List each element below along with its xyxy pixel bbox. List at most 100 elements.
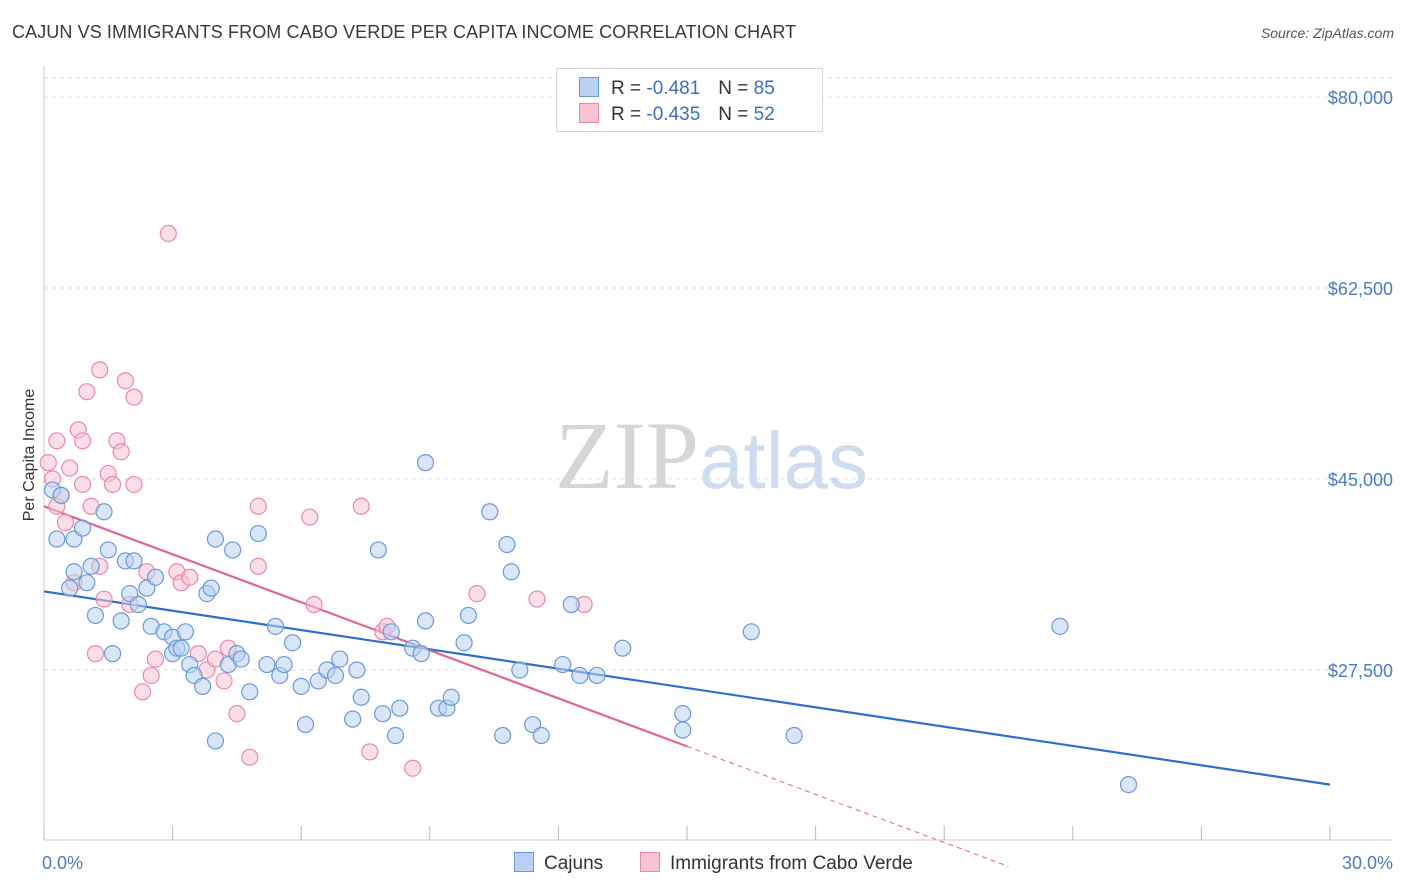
- data-point-cabo-verde: [361, 743, 379, 761]
- data-point-cajuns: [249, 524, 267, 543]
- data-point-cajuns: [61, 579, 79, 597]
- data-point-cajuns: [554, 655, 572, 674]
- data-point-cajuns: [99, 541, 117, 559]
- axes: [43, 66, 1392, 841]
- data-point-cajuns: [571, 666, 589, 685]
- data-point-cajuns: [498, 535, 516, 554]
- legend-n-value: 52: [753, 104, 775, 125]
- data-point-cajuns: [1119, 775, 1138, 794]
- data-point-cajuns: [481, 503, 499, 521]
- chart-title: CAJUN VS IMMIGRANTS FROM CABO VERDE PER …: [12, 22, 797, 42]
- data-point-cajuns: [502, 563, 520, 581]
- data-point-cajuns: [206, 732, 225, 750]
- source-label: Source: ZipAtlas.com: [1260, 25, 1394, 41]
- legend-label-cajuns: Cajuns: [544, 853, 604, 874]
- legend-swatch-cabo-verde: [579, 103, 599, 123]
- data-point-cajuns: [275, 655, 293, 674]
- data-point-cajuns: [785, 726, 803, 745]
- legend-n-label: N =: [718, 78, 749, 99]
- trend-line-cabo-verde-extension: [686, 745, 1009, 867]
- data-point-cajuns: [202, 579, 220, 597]
- data-point-cabo-verde: [95, 590, 113, 608]
- y-axis-label: Per Capita Income: [21, 389, 38, 522]
- data-point-cajuns: [369, 541, 387, 559]
- x-tick-labels: 0.0% 30.0%: [42, 853, 1393, 873]
- data-point-cajuns: [296, 715, 315, 734]
- data-point-cajuns: [588, 666, 606, 685]
- legend-swatch-cabo-verde: [640, 852, 660, 872]
- data-point-cajuns: [348, 661, 366, 679]
- data-point-cabo-verde: [56, 514, 75, 532]
- data-point-cabo-verde: [528, 590, 546, 608]
- data-point-cajuns: [82, 557, 100, 575]
- data-point-cajuns: [292, 677, 310, 695]
- data-point-cabo-verde: [86, 645, 105, 663]
- data-point-cabo-verde: [125, 475, 143, 494]
- data-point-cabo-verde: [91, 361, 109, 379]
- x-tick-label: 30.0%: [1342, 853, 1393, 873]
- data-point-cajuns: [742, 623, 760, 641]
- data-point-cajuns: [258, 655, 276, 674]
- data-point-cajuns: [78, 574, 96, 592]
- data-point-cabo-verde: [39, 454, 57, 472]
- data-point-cajuns: [562, 595, 580, 614]
- data-point-cabo-verde: [73, 432, 92, 450]
- legend-item-cabo-verde: Immigrants from Cabo Verde: [640, 852, 913, 875]
- data-point-cabo-verde: [228, 705, 246, 723]
- data-point-cajuns: [459, 606, 477, 625]
- data-point-cabo-verde: [352, 497, 370, 515]
- data-point-cajuns: [1051, 617, 1069, 635]
- data-point-cajuns: [284, 634, 302, 652]
- data-point-cajuns: [326, 666, 345, 685]
- data-point-cajuns: [176, 623, 195, 641]
- data-point-cajuns: [86, 606, 105, 625]
- data-point-cajuns: [224, 541, 242, 559]
- data-point-cajuns: [48, 530, 66, 548]
- data-point-cajuns: [344, 710, 362, 728]
- data-point-cajuns: [511, 661, 529, 679]
- legend-r-label: R =: [611, 78, 642, 99]
- y-tick-labels: $27,500 $45,000 $62,500 $80,000: [1328, 88, 1393, 681]
- legend-row-cajuns: R = -0.481 N = 85: [579, 77, 775, 101]
- data-point-cabo-verde: [215, 672, 233, 690]
- data-point-cajuns: [391, 699, 409, 717]
- data-point-cajuns: [416, 612, 435, 630]
- data-point-cajuns: [532, 726, 550, 745]
- y-tick-label: $80,000: [1328, 88, 1393, 108]
- data-point-cabo-verde: [61, 459, 79, 477]
- data-point-cajuns: [455, 634, 473, 652]
- data-point-cajuns: [382, 623, 400, 641]
- data-point-cajuns: [194, 677, 212, 695]
- data-point-cabo-verde: [305, 595, 323, 614]
- data-point-cajuns: [674, 705, 692, 723]
- data-point-cabo-verde: [404, 759, 422, 777]
- trend-line-cabo-verde: [43, 505, 688, 748]
- data-point-cajuns: [172, 639, 190, 657]
- data-point-cajuns: [674, 721, 692, 739]
- data-point-cabo-verde: [116, 372, 135, 390]
- data-point-cabo-verde: [125, 388, 143, 406]
- trend-line-cajuns: [43, 590, 1331, 786]
- data-point-cabo-verde: [142, 666, 160, 685]
- data-point-cajuns: [352, 688, 370, 706]
- data-point-cabo-verde: [133, 683, 152, 701]
- data-point-cajuns: [112, 612, 130, 630]
- data-point-cabo-verde: [181, 568, 199, 586]
- watermark-atlas: atlas: [699, 416, 868, 505]
- x-tick-label: 0.0%: [42, 853, 83, 873]
- data-point-cajuns: [494, 726, 512, 745]
- data-point-cabo-verde: [112, 443, 130, 461]
- data-point-cajuns: [374, 705, 392, 723]
- data-point-cajuns: [65, 563, 83, 581]
- data-point-cajuns: [386, 726, 405, 745]
- data-point-cajuns: [52, 486, 70, 504]
- data-point-cabo-verde: [468, 584, 486, 603]
- data-point-cajuns: [232, 650, 250, 668]
- data-point-cajuns: [416, 454, 435, 472]
- data-point-cabo-verde: [241, 748, 259, 766]
- data-point-cajuns: [125, 552, 143, 570]
- legend-n-value: 85: [753, 78, 775, 99]
- data-point-cajuns: [103, 645, 122, 663]
- legend-swatch-cajuns: [514, 852, 534, 872]
